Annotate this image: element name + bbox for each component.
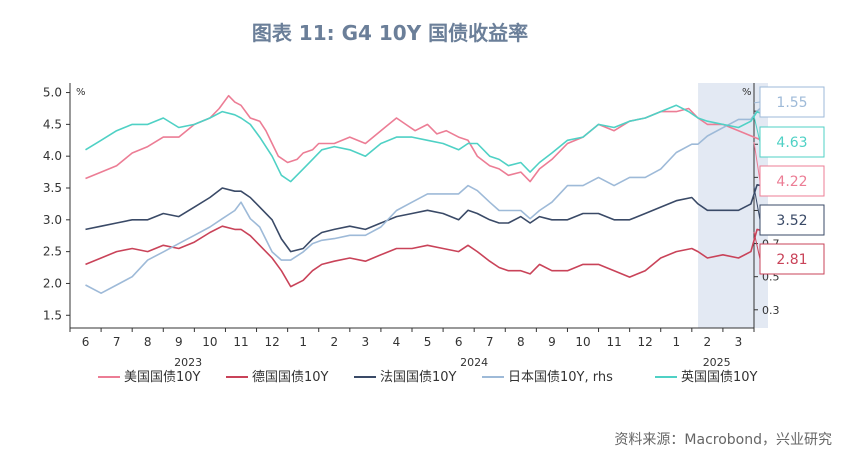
x-month-label: 3 [362, 335, 370, 349]
x-year-label: 2024 [460, 356, 488, 369]
callout-box [759, 126, 825, 158]
x-year-label: 2025 [703, 356, 731, 369]
callout-box [759, 204, 825, 236]
series-line-4 [85, 104, 767, 183]
left-tick-label: 3.0 [43, 213, 62, 227]
x-month-label: 9 [548, 335, 556, 349]
callout-value: 2.81 [776, 252, 807, 268]
left-tick-label: 5.0 [43, 86, 62, 100]
callout-value: 3.52 [776, 213, 807, 229]
left-tick-label: 4.0 [43, 149, 62, 163]
legend-label: 法国国债10Y [380, 370, 457, 385]
series-line-0 [85, 94, 767, 183]
series-line-2 [85, 184, 767, 253]
callout-value: 4.22 [776, 174, 807, 190]
source-note: 资料来源：Macrobond，兴业研究 [614, 432, 832, 448]
series-line-3 [85, 102, 767, 294]
axes-layer: %%1.52.02.53.03.54.04.55.00.30.50.70.91.… [43, 83, 780, 369]
x-month-label: 6 [82, 335, 90, 349]
left-tick-label: 3.5 [43, 181, 62, 195]
x-month-label: 12 [638, 335, 653, 349]
x-month-label: 6 [455, 335, 463, 349]
legend-label: 美国国债10Y [124, 370, 201, 385]
left-tick-label: 4.5 [43, 117, 62, 131]
series-line-1 [85, 225, 767, 288]
x-month-label: 11 [606, 335, 621, 349]
callout-box [759, 86, 825, 118]
series-layer [85, 94, 767, 294]
left-tick-label: 1.5 [43, 308, 62, 322]
callout-box [759, 165, 825, 197]
x-month-label: 9 [175, 335, 183, 349]
legend-label: 德国国债10Y [252, 370, 329, 385]
x-month-label: 1 [299, 335, 307, 349]
callout-leader [753, 231, 761, 260]
callout-value: 1.55 [776, 95, 807, 111]
chart-title: 图表 11: G4 10Y 国债收益率 [252, 21, 528, 45]
x-month-label: 10 [202, 335, 217, 349]
x-month-label: 8 [144, 335, 152, 349]
x-month-label: 12 [264, 335, 279, 349]
x-month-label: 11 [233, 335, 248, 349]
right-axis-unit: % [742, 87, 752, 98]
x-month-label: 1 [672, 335, 680, 349]
x-month-label: 10 [575, 335, 590, 349]
callout-box [759, 243, 825, 275]
x-year-label: 2023 [174, 356, 202, 369]
legend-label: 日本国债10Y, rhs [508, 370, 613, 385]
x-month-label: 4 [393, 335, 401, 349]
callout-value: 4.63 [776, 135, 807, 151]
callout-leader [753, 142, 761, 182]
x-month-label: 5 [424, 335, 432, 349]
callout-leader [753, 101, 761, 104]
left-tick-label: 2.0 [43, 276, 62, 290]
right-tick-label: 0.3 [762, 304, 780, 317]
legend-label: 英国国债10Y [681, 370, 758, 385]
x-month-label: 3 [735, 335, 743, 349]
x-month-label: 8 [517, 335, 525, 349]
x-month-label: 7 [486, 335, 494, 349]
left-tick-label: 2.5 [43, 245, 62, 259]
callout-leader [753, 186, 761, 221]
legend: 美国国债10Y 德国国债10Y 法国国债10Y 日本国债10Y, rhs 英国国债10Y [98, 370, 758, 385]
x-month-label: 2 [704, 335, 712, 349]
end-value-callouts: 1.55 4.63 4.22 3.52 2.81 [753, 86, 825, 275]
left-axis-unit: % [76, 87, 86, 98]
x-month-label: 7 [113, 335, 121, 349]
x-month-label: 2 [330, 335, 338, 349]
callout-leader [753, 115, 761, 143]
